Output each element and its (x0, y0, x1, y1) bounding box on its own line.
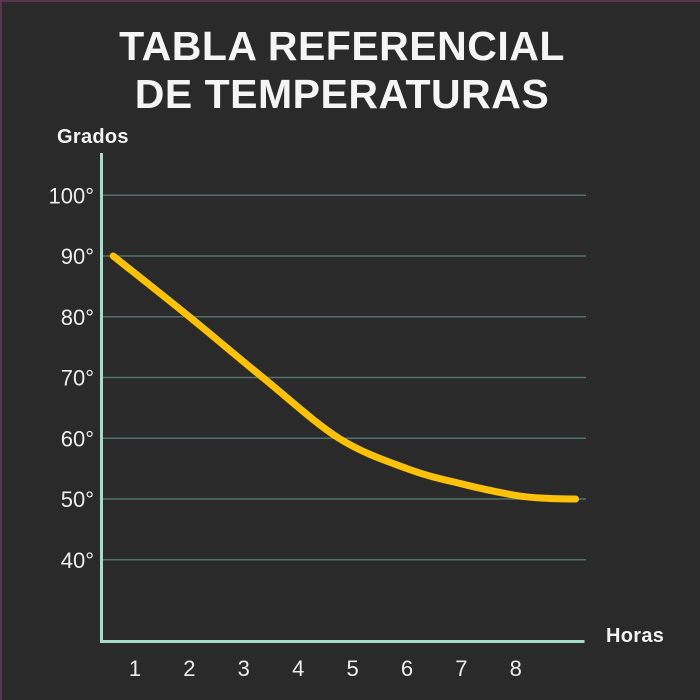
y-tick-label-70: 70° (61, 366, 94, 391)
chart-title-line-2: DE TEMPERATURAS (134, 71, 550, 117)
chart-title: TABLA REFERENCIAL DE TEMPERATURAS (0, 22, 684, 118)
y-tick-label-60: 60° (61, 426, 94, 451)
y-tick-label-100: 100° (48, 183, 94, 208)
gridlines-group (101, 194, 586, 561)
chart-title-line-1: TABLA REFERENCIAL (119, 23, 565, 69)
axes-group (100, 153, 585, 643)
y-tick-label-80: 80° (61, 305, 94, 330)
x-tick-label-8: 8 (510, 656, 522, 681)
curve-group (109, 252, 580, 503)
x-tick-label-7: 7 (455, 656, 467, 681)
y-tick-labels-group: 100° 90° 80° 70° 60° 50° 40° (48, 183, 94, 573)
top-edge-accent-line (0, 0, 700, 2)
x-axis-label: Horas (606, 625, 665, 647)
y-tick-label-40: 40° (61, 548, 94, 573)
x-tick-label-1: 1 (129, 656, 141, 681)
x-tick-label-3: 3 (238, 656, 250, 681)
y-axis-label: Grados (57, 126, 129, 148)
y-tick-label-90: 90° (61, 244, 94, 269)
x-tick-label-4: 4 (292, 656, 304, 681)
x-tick-label-2: 2 (183, 656, 195, 681)
left-edge-accent-line (0, 0, 2, 700)
y-tick-label-50: 50° (61, 487, 94, 512)
x-tick-label-5: 5 (346, 656, 358, 681)
temperature-curve (109, 252, 580, 503)
x-tick-label-6: 6 (401, 656, 413, 681)
x-tick-labels-group: 1 2 3 4 5 6 7 8 (129, 656, 522, 681)
